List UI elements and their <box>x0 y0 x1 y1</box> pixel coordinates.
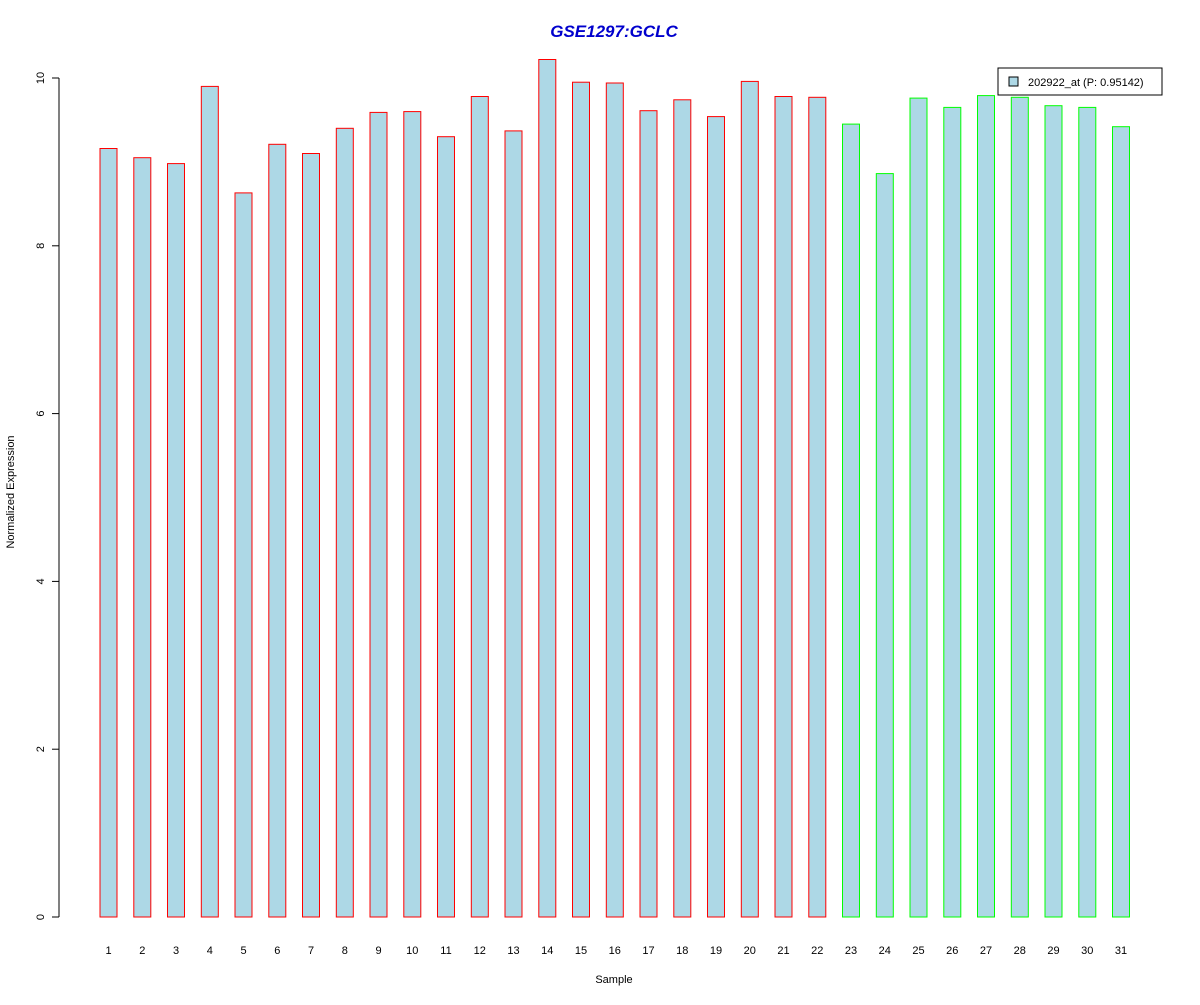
x-tick-label: 29 <box>1047 945 1059 957</box>
bar-sample-24 <box>875 173 894 918</box>
x-tick-label: 15 <box>575 945 587 957</box>
bar-sample-1 <box>99 148 118 918</box>
x-tick-label: 16 <box>609 945 621 957</box>
x-tick-label: 6 <box>274 945 280 957</box>
bar-sample-17 <box>639 110 658 918</box>
x-tick-label: 1 <box>105 945 111 957</box>
chart-title: GSE1297:GCLC <box>550 22 678 41</box>
x-axis-label: Sample <box>595 974 632 986</box>
x-tick-label: 23 <box>845 945 857 957</box>
bar-sample-23 <box>842 123 860 918</box>
bar-sample-4 <box>200 85 219 918</box>
legend-label: 202922_at (P: 0.95142) <box>1028 77 1144 89</box>
x-tick-label: 26 <box>946 945 958 957</box>
x-tick-label: 5 <box>240 945 246 957</box>
x-tick-label: 8 <box>342 945 348 957</box>
bar-sample-29 <box>1044 105 1063 918</box>
bar-sample-3 <box>167 163 185 918</box>
bar-sample-11 <box>437 136 455 918</box>
x-tick-label: 7 <box>308 945 314 957</box>
bar-sample-8 <box>335 127 354 918</box>
x-tick-label: 18 <box>676 945 688 957</box>
y-tick-label: 2 <box>35 746 47 752</box>
y-axis: 0 2 4 6 8 10 <box>35 72 60 920</box>
x-tick-label: 27 <box>980 945 992 957</box>
legend: 202922_at (P: 0.95142) <box>997 67 1163 96</box>
bar-sample-16 <box>605 82 624 918</box>
x-tick-label: 19 <box>710 945 722 957</box>
bar-sample-6 <box>268 143 287 918</box>
x-tick-label: 24 <box>879 945 891 957</box>
bar-sample-21 <box>774 96 793 918</box>
bar-sample-30 <box>1078 106 1097 918</box>
bar-sample-13 <box>504 130 523 918</box>
x-axis: 1 2 3 4 5 6 7 8 9 10 11 12 13 14 15 16 17 18 19 20 21 22 23 24 2… <box>105 945 1127 957</box>
bar-sample-26 <box>943 106 962 918</box>
bar-sample-14 <box>538 59 557 918</box>
x-tick-label: 14 <box>541 945 553 957</box>
x-tick-label: 31 <box>1115 945 1127 957</box>
x-tick-label: 12 <box>474 945 486 957</box>
x-tick-label: 2 <box>139 945 145 957</box>
x-tick-label: 25 <box>912 945 924 957</box>
bar-sample-9 <box>369 111 388 918</box>
y-axis-label: Normalized Expression <box>5 435 17 548</box>
bar-sample-5 <box>234 192 253 918</box>
bar-sample-31 <box>1112 126 1130 918</box>
bars-layer <box>99 59 1130 918</box>
bar-sample-25 <box>909 97 928 918</box>
x-tick-label: 3 <box>173 945 179 957</box>
x-tick-label: 30 <box>1081 945 1093 957</box>
y-tick-label: 6 <box>35 411 47 417</box>
bar-sample-18 <box>673 99 692 918</box>
bar-sample-28 <box>1010 96 1029 918</box>
bar-sample-7 <box>302 153 320 918</box>
y-tick-label: 10 <box>35 72 47 84</box>
x-tick-label: 9 <box>375 945 381 957</box>
bar-sample-22 <box>808 96 827 918</box>
x-tick-label: 21 <box>777 945 789 957</box>
x-tick-label: 28 <box>1014 945 1026 957</box>
legend-box <box>997 67 1163 96</box>
y-tick-label: 0 <box>35 914 47 920</box>
x-tick-label: 4 <box>207 945 213 957</box>
x-tick-label: 13 <box>507 945 519 957</box>
bar-sample-27 <box>977 95 995 918</box>
bar-sample-19 <box>707 116 725 918</box>
bar-sample-10 <box>403 111 422 918</box>
bar-sample-2 <box>133 157 152 918</box>
bar-sample-20 <box>740 80 759 918</box>
x-tick-label: 17 <box>642 945 654 957</box>
y-tick-label: 4 <box>35 578 47 584</box>
x-tick-label: 20 <box>744 945 756 957</box>
y-tick-label: 8 <box>35 243 47 249</box>
bar-sample-12 <box>470 96 489 918</box>
bar-sample-15 <box>572 81 590 918</box>
legend-swatch <box>1008 76 1019 87</box>
x-tick-label: 10 <box>406 945 418 957</box>
x-tick-label: 11 <box>440 945 451 957</box>
x-tick-label: 22 <box>811 945 823 957</box>
